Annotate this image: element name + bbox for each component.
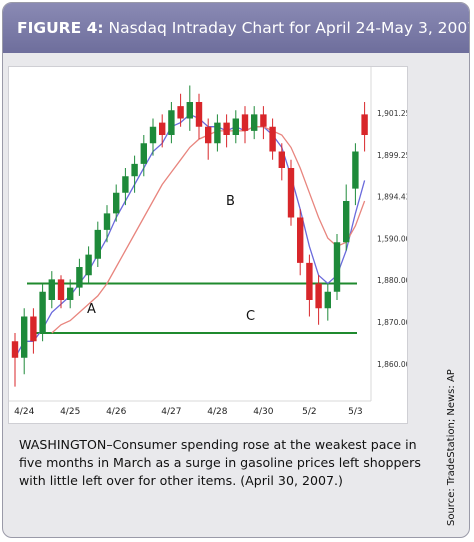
candle-body (315, 283, 322, 309)
candle-body (103, 213, 111, 230)
source: Source: TradeStation; News: AP (446, 369, 457, 526)
candle-body (251, 114, 258, 131)
caption: WASHINGTON–Consumer spending rose at the… (19, 437, 421, 488)
header: FIGURE 4: Nasdaq Intraday Chart for Apri… (3, 3, 469, 53)
candle-body (177, 106, 184, 119)
chart-title: Nasdaq Intraday Chart for April 24-May 3… (108, 19, 470, 37)
candle-body (214, 122, 221, 144)
candle-body (205, 126, 212, 144)
candle-body (149, 126, 157, 144)
y-tick-label: 1,899.25 (377, 151, 407, 160)
x-tick-label: 4/28 (207, 407, 227, 417)
y-tick-label: 1,880.00 (377, 276, 407, 285)
x-tick-label: 4/26 (106, 407, 126, 417)
candle-body (232, 118, 239, 135)
candle-body (48, 279, 55, 300)
x-tick-label: 4/25 (60, 407, 80, 417)
candle-body (76, 267, 83, 288)
candle-body (297, 217, 304, 263)
candle-body (113, 192, 120, 214)
x-tick-label: 4/24 (14, 407, 34, 417)
annotation: B (226, 194, 235, 209)
y-tick-label: 1,870.00 (377, 318, 407, 327)
chart-box: 1,901.25 1,899.25 1,894.43 1,590.00 1,880.00… (8, 66, 411, 424)
x-tick-label: 4/30 (253, 407, 273, 417)
candle-body (39, 291, 46, 333)
annotation: C (246, 309, 255, 324)
candle-body (57, 279, 65, 300)
candle-body (343, 201, 350, 243)
candle-body (168, 110, 175, 135)
candle-body (333, 242, 341, 292)
candle-body (260, 114, 267, 127)
candle-body (131, 163, 138, 177)
annotation: A (87, 302, 96, 317)
candle-body (269, 126, 276, 152)
chart: 1,901.25 1,899.25 1,894.43 1,590.00 1,880.00… (9, 67, 411, 417)
candle-body (159, 122, 166, 135)
candle-body (94, 229, 101, 259)
candle-body (278, 151, 285, 168)
y-tick-label: 1,901.25 (377, 109, 407, 118)
candle-body (352, 151, 359, 189)
candle-body (361, 114, 368, 135)
y-tick-label: 1,860.00 (377, 360, 407, 369)
figure-frame: FIGURE 4: Nasdaq Intraday Chart for Apri… (2, 2, 470, 538)
candle-body (122, 176, 129, 193)
y-tick-label: 1,894.43 (377, 193, 407, 202)
candle-body (195, 102, 203, 127)
candle-body (223, 122, 230, 135)
x-tick-label: 4/27 (161, 407, 181, 417)
candle-body (140, 143, 147, 164)
candle-body (85, 254, 92, 276)
y-tick-label: 1,590.00 (377, 234, 407, 243)
candle-body (241, 114, 249, 131)
candle-body (306, 262, 313, 300)
figure-label: FIGURE 4: (17, 19, 104, 37)
candle-body (324, 291, 331, 309)
candle-body (11, 341, 19, 358)
candle-body (186, 102, 193, 119)
x-tick-label: 5/2 (302, 407, 316, 417)
candle-body (67, 287, 74, 300)
candle-body (30, 316, 37, 342)
x-tick-label: 5/3 (348, 407, 362, 417)
candle-body (287, 168, 295, 218)
candle-body (21, 316, 28, 358)
